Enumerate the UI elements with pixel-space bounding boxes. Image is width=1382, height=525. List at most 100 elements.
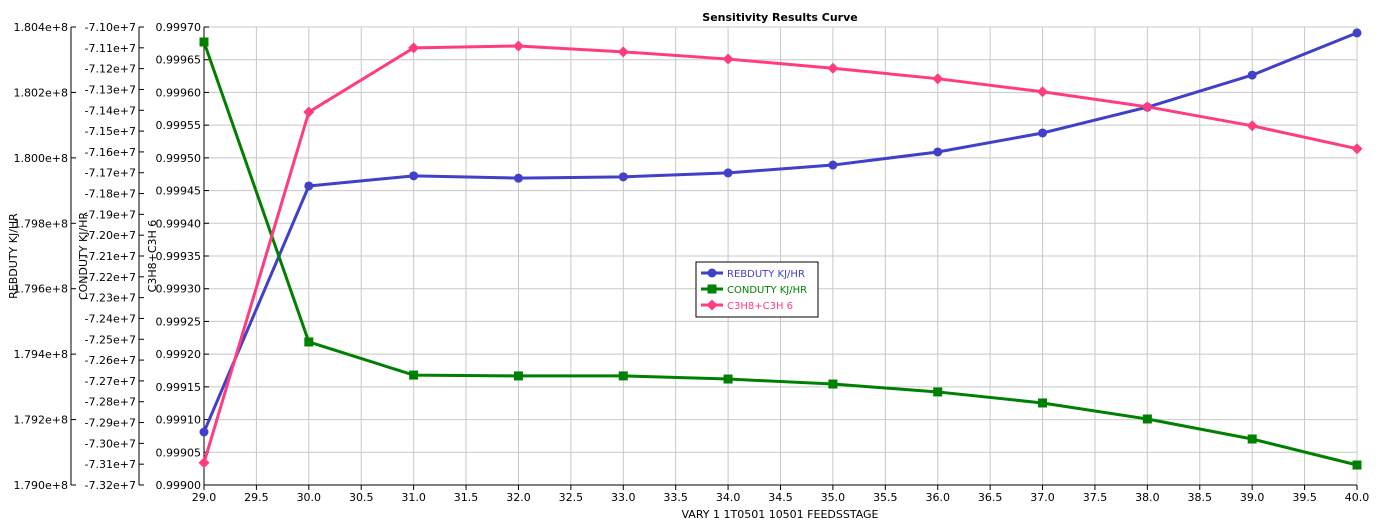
x-tick-label: 30.0	[297, 491, 322, 504]
y-tick-label-reb: 1.802e+8	[14, 86, 68, 99]
data-point-c3	[1037, 86, 1049, 98]
data-point-c3	[932, 73, 944, 85]
y-tick-label-con: -7.13e+7	[85, 83, 136, 96]
x-tick-label: 38.0	[1135, 491, 1160, 504]
data-point-reb	[723, 168, 733, 178]
y-tick-label-con: -7.27e+7	[85, 375, 136, 388]
data-point-con	[409, 370, 419, 380]
data-point-reb	[618, 172, 628, 182]
data-point-reb	[409, 171, 419, 181]
y-tick-label-reb: 1.794e+8	[14, 348, 68, 361]
x-tick-label: 30.5	[349, 491, 374, 504]
data-point-con	[1247, 434, 1257, 444]
data-point-c3	[408, 42, 420, 54]
x-tick-label: 34.5	[768, 491, 793, 504]
legend-label: REBDUTY KJ/HR	[727, 269, 805, 280]
y-tick-label-con: -7.10e+7	[85, 21, 136, 34]
y-tick-label-con: -7.21e+7	[85, 250, 136, 263]
y-tick-label-con: -7.17e+7	[85, 167, 136, 180]
data-point-reb	[1247, 70, 1257, 80]
data-point-con	[1352, 460, 1362, 470]
data-point-c3	[1141, 101, 1153, 113]
x-tick-label: 35.0	[821, 491, 846, 504]
y-tick-label-con: -7.20e+7	[85, 229, 136, 242]
data-point-reb	[513, 173, 523, 183]
series-layer	[198, 28, 1363, 470]
x-tick-label: 34.0	[716, 491, 741, 504]
y-tick-label-con: -7.29e+7	[85, 417, 136, 430]
x-tick-label: 39.0	[1240, 491, 1265, 504]
x-axis-label: VARY 1 1T0501 10501 FEEDSSTAGE	[681, 508, 878, 521]
y-tick-label-con: -7.15e+7	[85, 125, 136, 138]
y-tick-label-reb: 1.790e+8	[14, 479, 68, 492]
series-line-c3	[202, 44, 1358, 464]
data-point-c3	[198, 457, 210, 469]
y-tick-label-c3: 0.99935	[156, 250, 202, 263]
y-tick-label-c3: 0.99970	[156, 21, 202, 34]
x-tick-label: 32.5	[559, 491, 584, 504]
data-point-reb	[199, 427, 209, 437]
data-point-c3	[617, 46, 629, 58]
y-tick-label-con: -7.30e+7	[85, 437, 136, 450]
data-point-con	[1142, 414, 1152, 424]
y-tick-label-reb: 1.804e+8	[14, 21, 68, 34]
data-point-con	[723, 374, 733, 384]
y-tick-label-c3: 0.99925	[156, 315, 202, 328]
y-tick-label-c3: 0.99920	[156, 348, 202, 361]
data-point-c3	[1351, 143, 1363, 155]
data-point-reb	[1352, 28, 1362, 38]
y-tick-label-reb: 1.800e+8	[14, 152, 68, 165]
x-tick-label: 29.5	[244, 491, 269, 504]
x-tick-label: 32.0	[506, 491, 531, 504]
series-line-reb	[202, 31, 1358, 433]
chart-title: Sensitivity Results Curve	[702, 11, 857, 24]
x-tick-label: 35.5	[873, 491, 898, 504]
data-point-con	[304, 337, 314, 347]
y-tick-label-con: -7.19e+7	[85, 208, 136, 221]
data-point-con	[1038, 398, 1048, 408]
y-tick-label-c3: 0.99905	[156, 446, 202, 459]
series-c3	[198, 40, 1363, 469]
x-tick-label: 36.5	[978, 491, 1003, 504]
y-tick-label-con: -7.16e+7	[85, 146, 136, 159]
series-con	[199, 37, 1362, 470]
data-point-reb	[1038, 128, 1048, 138]
y-tick-label-con: -7.31e+7	[85, 458, 136, 471]
y-tick-label-c3: 0.99915	[156, 381, 202, 394]
series-line-con	[202, 41, 1358, 467]
y-tick-label-con: -7.14e+7	[85, 104, 136, 117]
y-tick-label-reb: 1.796e+8	[14, 283, 68, 296]
y-tick-label-con: -7.32e+7	[85, 479, 136, 492]
x-tick-label: 40.0	[1345, 491, 1370, 504]
x-tick-label: 31.0	[401, 491, 426, 504]
y-tick-label-c3: 0.99930	[156, 283, 202, 296]
x-tick-label: 31.5	[454, 491, 479, 504]
data-point-c3	[1246, 120, 1258, 132]
legend-marker-reb	[707, 268, 717, 278]
legend-marker-c3	[706, 299, 718, 311]
y-tick-label-con: -7.26e+7	[85, 354, 136, 367]
data-point-con	[828, 379, 838, 389]
y-tick-label-con: -7.25e+7	[85, 333, 136, 346]
legend: REBDUTY KJ/HR CONDUTY KJ/HR C3H8+C3H 6	[695, 261, 819, 318]
x-tick-label: 37.0	[1030, 491, 1055, 504]
y-tick-label-con: -7.23e+7	[85, 292, 136, 305]
y-tick-label-reb: 1.798e+8	[14, 217, 68, 230]
legend-marker-con	[707, 284, 717, 294]
x-tick-label: 38.5	[1188, 491, 1213, 504]
data-point-con	[199, 37, 209, 47]
y-tick-label-con: -7.18e+7	[85, 188, 136, 201]
x-tick-label: 33.5	[663, 491, 688, 504]
x-tick-label: 36.0	[925, 491, 950, 504]
legend-label: C3H8+C3H 6	[727, 301, 793, 312]
y-axis-label-rebduty: REBDUTY KJ/HR	[7, 213, 20, 299]
y-tick-label-c3: 0.99955	[156, 119, 202, 132]
y-axis-label-c3h8: C3H8+C3H 6	[146, 220, 159, 293]
x-tick-label: 33.0	[611, 491, 636, 504]
data-point-con	[618, 371, 628, 381]
y-tick-label-c3: 0.99960	[156, 86, 202, 99]
y-tick-label-c3: 0.99910	[156, 414, 202, 427]
data-point-reb	[304, 181, 314, 191]
y-tick-label-c3: 0.99950	[156, 152, 202, 165]
